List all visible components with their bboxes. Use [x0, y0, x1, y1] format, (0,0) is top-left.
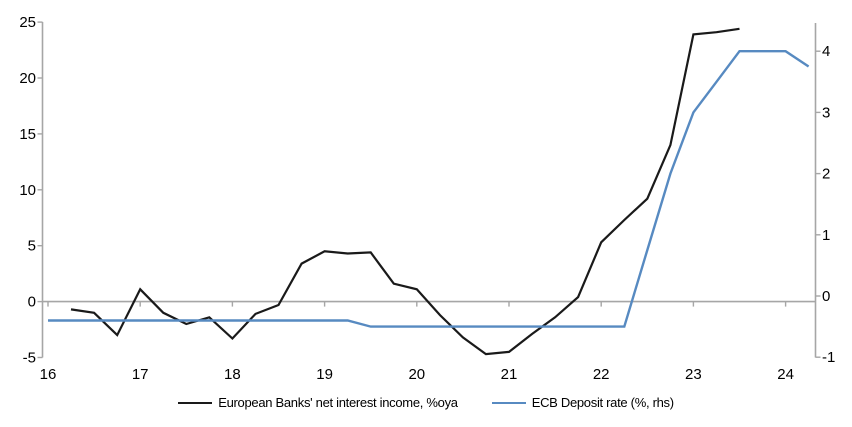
legend-item-net-interest-income: European Banks' net interest income, %oy…	[178, 395, 458, 410]
left-y-axis-tick-label: -5	[23, 350, 36, 367]
chart-legend: European Banks' net interest income, %oy…	[0, 395, 852, 410]
left-y-axis-tick-label: 5	[28, 238, 36, 255]
x-axis-tick-label: 17	[132, 366, 149, 383]
x-axis-tick-label: 16	[40, 366, 57, 383]
x-axis-tick-label: 24	[777, 366, 794, 383]
legend-line-sample-black	[178, 401, 213, 404]
left-y-axis-tick-label: 15	[19, 126, 36, 143]
right-y-axis-tick-label: 4	[822, 43, 830, 60]
legend-line-sample-blue	[491, 401, 526, 404]
right-y-axis-tick-label: 2	[822, 166, 830, 183]
x-axis-tick-label: 23	[685, 366, 702, 383]
legend-label-net-interest-income: European Banks' net interest income, %oy…	[218, 395, 458, 410]
x-axis-tick-label: 18	[224, 366, 241, 383]
x-axis-tick-label: 21	[501, 366, 518, 383]
right-y-axis-tick-label: 1	[822, 227, 830, 244]
right-y-axis-tick-label: -1	[822, 349, 835, 366]
left-y-axis-tick-label: 10	[19, 182, 36, 199]
legend-item-ecb-deposit-rate: ECB Deposit rate (%, rhs)	[491, 395, 674, 410]
x-axis-tick-label: 20	[408, 366, 425, 383]
ecb-deposit-rate-line	[48, 50, 810, 328]
right-y-axis-tick-label: 3	[822, 104, 830, 121]
left-y-axis-tick-label: 0	[28, 294, 36, 311]
left-y-axis-tick-label: 25	[19, 14, 36, 31]
x-axis-tick-label: 22	[593, 366, 610, 383]
legend-label-ecb-deposit-rate: ECB Deposit rate (%, rhs)	[531, 395, 674, 410]
right-y-axis-tick-label: 0	[822, 288, 830, 305]
x-axis-tick-label: 19	[316, 366, 333, 383]
net-interest-income-line	[70, 27, 740, 356]
left-y-axis-tick-label: 20	[19, 70, 36, 87]
